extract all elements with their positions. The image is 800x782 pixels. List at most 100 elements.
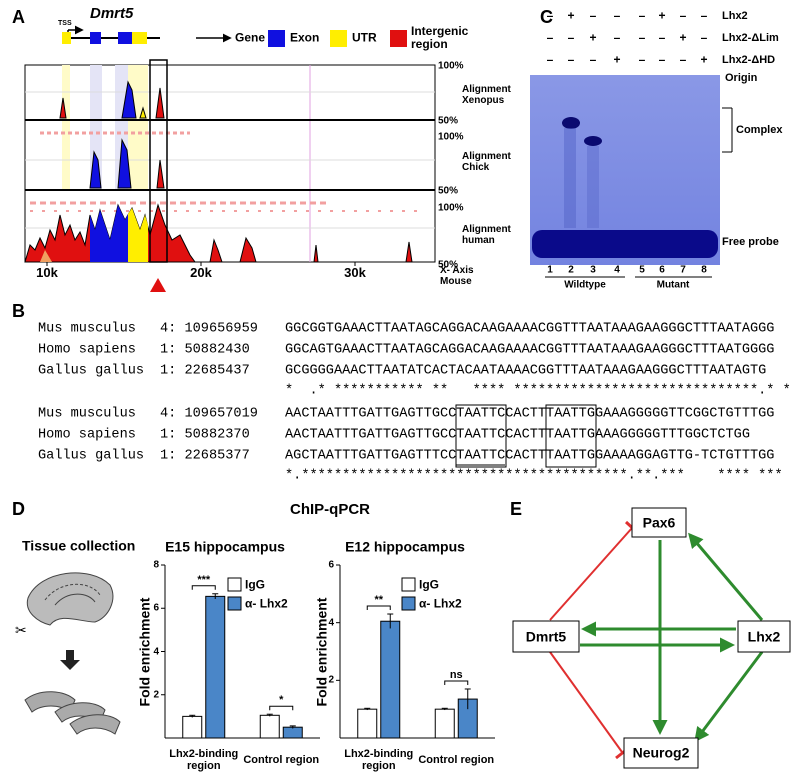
- y-tick-label: 6: [328, 559, 334, 571]
- legend-label: Exon: [290, 30, 320, 45]
- lane-sign: +: [679, 30, 687, 45]
- bar: [357, 708, 378, 739]
- alignment-plot: [139, 106, 147, 119]
- bar: [259, 714, 280, 739]
- gel-annotation: Complex: [736, 123, 783, 136]
- lane-sign: –: [613, 8, 621, 23]
- bar: [434, 708, 455, 739]
- sequence: GCGGGGAAACTTAATATCACTACAATAAAACGGTTTAATA…: [285, 363, 767, 379]
- conservation-line: *.**************************************…: [285, 468, 783, 484]
- legend-swatch: [401, 577, 416, 592]
- track-top-label: 100%: [438, 60, 464, 72]
- legend-swatch: [401, 596, 416, 611]
- network-edge: [694, 651, 764, 743]
- sequence: AACTAATTTGATTGAGTTGCCTAATTCCACTTTAATTGGA…: [285, 406, 775, 422]
- species-name: Mus musculus: [38, 406, 136, 422]
- bar: [205, 595, 226, 739]
- tissue-illustration: [26, 572, 114, 626]
- gene-model: [62, 25, 160, 44]
- x-tick-label: Control region: [418, 753, 495, 766]
- tissue-label: Tissue collection: [22, 537, 136, 554]
- legend-swatch: [330, 30, 347, 47]
- tissue-illustration: ✂: [15, 572, 121, 735]
- alignment-plot: [128, 65, 148, 190]
- lane-number: 2: [568, 264, 574, 276]
- significance-bracket: [191, 585, 216, 590]
- alignment-plot: [40, 250, 52, 262]
- coordinate: 1: 22685377: [160, 448, 250, 464]
- gene-model: [90, 32, 101, 44]
- x-axis-label: X- Axis Mouse: [440, 265, 474, 287]
- sequence: AGCTAATTTGATTGAGTTTCCTAATTCCACTTTAATTGGA…: [285, 448, 775, 464]
- track-top-label: 100%: [438, 202, 464, 214]
- network-node: [631, 507, 687, 538]
- lane-sign: +: [613, 52, 621, 67]
- gel-annotation: Free probe: [722, 235, 779, 248]
- lane-number: 1: [547, 264, 553, 276]
- alignment-plot: [89, 150, 102, 189]
- legend-swatch: [227, 577, 242, 592]
- panel-label: B: [12, 301, 25, 322]
- bar: [182, 715, 203, 739]
- sequence: GGCAGTGAAACTTAATAGCAGGACAAGAAAACGGTTTAAT…: [285, 342, 775, 358]
- lane-sign: –: [638, 8, 646, 23]
- network-edge: [688, 532, 764, 621]
- alignment-plot: [117, 138, 132, 189]
- network-edge: [549, 651, 623, 753]
- significance-label: ***: [197, 573, 211, 586]
- coordinate: 1: 50882370: [160, 427, 250, 443]
- track-name: Alignment human: [462, 224, 511, 246]
- alignment-plot: [155, 87, 165, 119]
- y-tick-label: 2: [328, 674, 334, 686]
- lane-sign: –: [700, 30, 708, 45]
- significance-label: ns: [449, 668, 463, 681]
- gene-model: [118, 32, 132, 44]
- motif-box: [545, 404, 597, 468]
- lane-number: 6: [659, 264, 665, 276]
- treatment-name: Lhx2: [722, 9, 748, 22]
- x-tick-label: 10k: [36, 264, 58, 280]
- y-tick-label: 8: [153, 559, 159, 571]
- lane-number: 4: [614, 264, 620, 276]
- track-bottom-label: 50%: [438, 115, 459, 127]
- gel-image: [530, 75, 733, 278]
- conservation-line: * .* *********** ** **** ***************…: [285, 383, 791, 399]
- panel-label: A: [12, 7, 25, 28]
- lane-sign: –: [589, 8, 597, 23]
- x-tick-label: 30k: [344, 264, 366, 280]
- alignment-plot: [156, 159, 165, 189]
- track-name: Alignment Xenopus: [462, 84, 511, 106]
- treatment-name: Lhx2-ΔHD: [722, 53, 776, 66]
- network-edge: [549, 520, 764, 760]
- y-tick-label: 2: [153, 689, 159, 701]
- significance-bracket: [444, 680, 469, 685]
- chart-title: E15 hippocampus: [165, 538, 285, 555]
- treatment-name: Lhx2-ΔLim: [722, 31, 779, 44]
- legend-label: α- Lhx2: [245, 596, 288, 611]
- lane-sign: +: [700, 52, 708, 67]
- coordinate: 4: 109656959: [160, 321, 258, 337]
- tissue-illustration: [54, 593, 96, 606]
- panel-label: C: [540, 7, 553, 28]
- coordinate: 1: 22685437: [160, 363, 250, 379]
- alignment-plot: [128, 208, 148, 262]
- alignment-plot: [149, 59, 168, 263]
- species-name: Mus musculus: [38, 321, 136, 337]
- legend-label: α- Lhx2: [419, 596, 462, 611]
- motif-box: [455, 404, 507, 468]
- panel-label: E: [510, 499, 523, 520]
- group-label: Mutant: [656, 279, 690, 291]
- y-tick-label: 4: [328, 617, 334, 629]
- track-bottom-label: 50%: [438, 185, 459, 197]
- tissue-illustration: [60, 650, 80, 670]
- y-axis-label: Fold enrichment: [313, 597, 330, 706]
- lane-sign: –: [589, 52, 597, 67]
- alignment-plot: [150, 278, 166, 292]
- coordinate: 1: 50882430: [160, 342, 250, 358]
- lane-sign: +: [658, 8, 666, 23]
- lane-sign: –: [546, 52, 554, 67]
- legend-swatch: [390, 30, 407, 47]
- lane-sign: –: [613, 30, 621, 45]
- coordinate: 4: 109657019: [160, 406, 258, 422]
